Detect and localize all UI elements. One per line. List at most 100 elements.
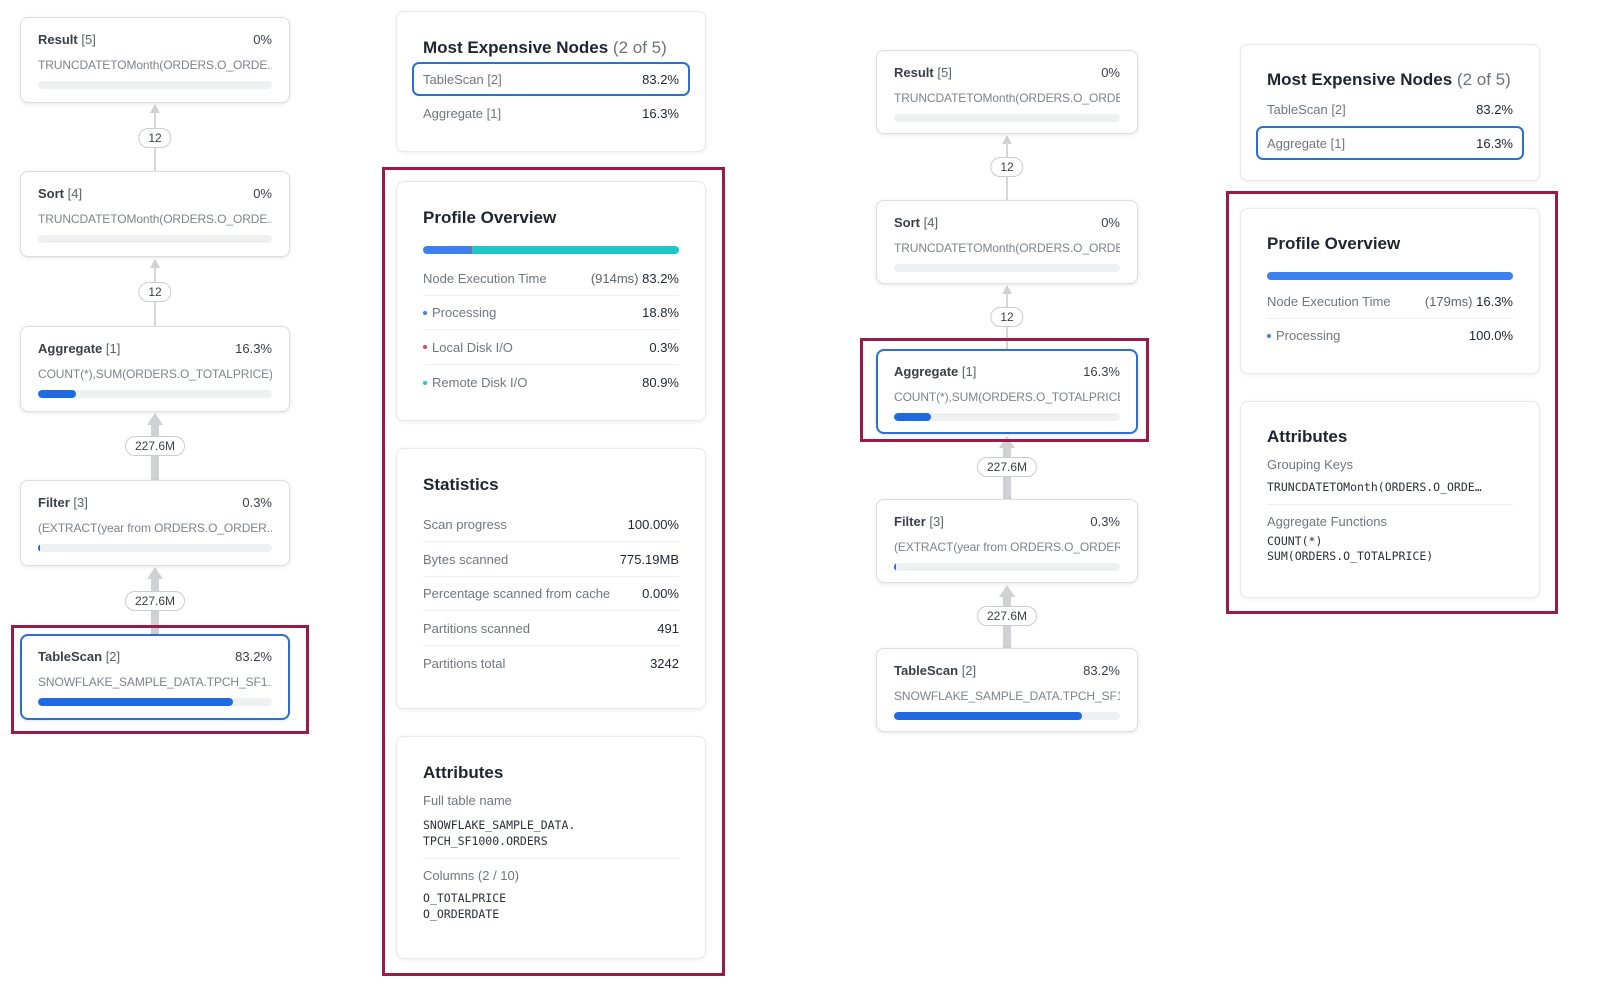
- node-percent: 0%: [1101, 215, 1120, 230]
- edge-row-count: 227.6M: [124, 436, 186, 456]
- node-description: TRUNCDATETOMonth(ORDERS.O_ORDE...: [894, 241, 1120, 255]
- full-table-name-label: Full table name: [423, 793, 512, 808]
- node-index: [5]: [81, 32, 96, 47]
- node-execution-time-row: Node Execution Time (914ms) 83.2%: [423, 262, 679, 296]
- edge-arrow-icon: [147, 567, 163, 579]
- node-progress-bar: [38, 698, 272, 706]
- node-index: [5]: [937, 65, 952, 80]
- node-progress-bar: [38, 235, 272, 243]
- expensive-node-aggregate[interactable]: Aggregate [1] 16.3%: [1256, 126, 1524, 160]
- node-index: [4]: [67, 186, 83, 201]
- stat-row: Partitions total 3242: [423, 656, 679, 671]
- full-table-name-value: SNOWFLAKE_SAMPLE_DATA. TPCH_SF1000.ORDER…: [423, 818, 576, 848]
- divider: [1267, 504, 1513, 505]
- node-name: Aggregate: [894, 364, 959, 379]
- profile-overview-bar: [423, 246, 679, 254]
- node-index: [4]: [923, 215, 939, 230]
- node-progress-bar: [894, 264, 1120, 272]
- edge-row-count: 12: [138, 282, 172, 302]
- card-title: Profile Overview: [1267, 234, 1401, 253]
- local-disk-dot-icon: [423, 345, 427, 350]
- node-description: (EXTRACT(year from ORDERS.O_ORDER...: [38, 521, 272, 535]
- card-title: Attributes: [423, 763, 504, 782]
- aggregate-functions-label: Aggregate Functions: [1267, 514, 1387, 529]
- node-progress-bar: [38, 544, 272, 552]
- node-name: Sort: [894, 215, 920, 230]
- node-description: COUNT(*),SUM(ORDERS.O_TOTALPRICE): [38, 367, 272, 381]
- node-progress-bar: [38, 390, 272, 398]
- plan-node-filter[interactable]: Filter [3] 0.3% (EXTRACT(year from ORDERS…: [20, 480, 290, 566]
- attributes-card: Attributes Grouping Keys TRUNCDATETOMont…: [1240, 401, 1540, 598]
- plan-node-result[interactable]: Result [5] 0% TRUNCDATETOMonth(ORDERS.O_O…: [20, 17, 290, 103]
- processing-row: Processing 18.8%: [423, 296, 679, 330]
- expensive-node-tablescan[interactable]: TableScan [2] 83.2%: [1267, 101, 1513, 117]
- edge-row-count: 12: [990, 157, 1024, 177]
- node-name: Filter: [894, 514, 926, 529]
- remote-disk-dot-icon: [423, 380, 427, 385]
- edge-row-count: 12: [138, 128, 172, 148]
- attributes-card: Attributes Full table name SNOWFLAKE_SAM…: [396, 736, 706, 959]
- node-percent: 0.3%: [242, 495, 272, 510]
- node-name: Sort: [38, 186, 64, 201]
- stat-row: Bytes scanned 775.19MB: [423, 542, 679, 577]
- expensive-node-aggregate[interactable]: Aggregate [1] 16.3%: [423, 105, 679, 121]
- node-percent: 83.2%: [235, 649, 272, 664]
- node-progress-bar: [894, 114, 1120, 122]
- expensive-node-tablescan[interactable]: TableScan [2] 83.2%: [412, 62, 690, 96]
- grouping-keys-label: Grouping Keys: [1267, 457, 1353, 472]
- node-index: [2]: [105, 649, 121, 664]
- node-index: [3]: [929, 514, 944, 529]
- edge-arrow-icon: [1002, 135, 1012, 144]
- card-title: Most Expensive Nodes (2 of 5): [1267, 70, 1511, 89]
- node-name: Result: [38, 32, 78, 47]
- node-name: Result: [894, 65, 934, 80]
- node-index: [1]: [961, 364, 977, 379]
- processing-segment: [1267, 272, 1513, 280]
- plan-node-aggregate[interactable]: Aggregate [1] 16.3% COUNT(*),SUM(ORDERS.O…: [20, 326, 290, 412]
- edge-arrow-icon: [999, 585, 1015, 597]
- plan-node-sort[interactable]: Sort [4] 0% TRUNCDATETOMonth(ORDERS.O_ORD…: [20, 171, 290, 257]
- plan-node-tablescan[interactable]: TableScan [2] 83.2% SNOWFLAKE_SAMPLE_DATA…: [20, 634, 290, 720]
- edge-arrow-icon: [147, 413, 163, 425]
- profile-overview-card: Profile Overview Node Execution Time (914…: [396, 181, 706, 421]
- edge-arrow-icon: [1002, 285, 1012, 294]
- node-progress-bar: [894, 712, 1120, 720]
- plan-node-tablescan[interactable]: TableScan [2] 83.2% SNOWFLAKE_SAMPLE_DATA…: [876, 648, 1138, 732]
- divider: [423, 858, 679, 859]
- node-index: [3]: [73, 495, 88, 510]
- plan-node-sort[interactable]: Sort [4] 0% TRUNCDATETOMonth(ORDERS.O_ORD…: [876, 200, 1138, 284]
- node-name: Filter: [38, 495, 70, 510]
- node-percent: 83.2%: [1083, 663, 1120, 678]
- profile-overview-bar: [1267, 272, 1513, 280]
- node-index: [1]: [105, 341, 121, 356]
- node-progress-bar: [894, 563, 1120, 571]
- card-title: Profile Overview: [423, 208, 557, 227]
- local-disk-segment: [471, 246, 472, 254]
- card-title: Statistics: [423, 475, 499, 494]
- node-index: [2]: [961, 663, 977, 678]
- node-name: Aggregate: [38, 341, 103, 356]
- node-name: TableScan: [38, 649, 103, 664]
- node-percent: 0%: [253, 186, 272, 201]
- card-title: Attributes: [1267, 427, 1348, 446]
- edge-row-count: 227.6M: [124, 591, 186, 611]
- most-expensive-nodes-card: Most Expensive Nodes (2 of 5) TableScan …: [396, 11, 706, 152]
- aggregate-functions-value: COUNT(*) SUM(ORDERS.O_TOTALPRICE): [1267, 534, 1434, 563]
- edge-arrow-icon: [150, 259, 160, 268]
- node-description: TRUNCDATETOMonth(ORDERS.O_ORDE...: [894, 91, 1120, 105]
- processing-row: Processing 100.0%: [1267, 319, 1513, 352]
- card-title: Most Expensive Nodes (2 of 5): [423, 38, 667, 57]
- node-description: COUNT(*),SUM(ORDERS.O_TOTALPRICE): [894, 390, 1120, 404]
- edge-row-count: 12: [990, 307, 1024, 327]
- plan-node-filter[interactable]: Filter [3] 0.3% (EXTRACT(year from ORDERS…: [876, 499, 1138, 583]
- plan-node-result[interactable]: Result [5] 0% TRUNCDATETOMonth(ORDERS.O_O…: [876, 50, 1138, 134]
- node-progress-bar: [38, 81, 272, 89]
- grouping-keys-value: TRUNCDATETOMonth(ORDERS.O_ORDE…: [1267, 480, 1482, 494]
- plan-node-aggregate[interactable]: Aggregate [1] 16.3% COUNT(*),SUM(ORDERS.O…: [876, 349, 1138, 434]
- most-expensive-nodes-card: Most Expensive Nodes (2 of 5) TableScan …: [1240, 44, 1540, 181]
- node-execution-time-row: Node Execution Time (179ms) 16.3%: [1267, 285, 1513, 319]
- local-disk-io-row: Local Disk I/O 0.3%: [423, 330, 679, 365]
- node-description: TRUNCDATETOMonth(ORDERS.O_ORDE...: [38, 212, 272, 226]
- stat-row: Percentage scanned from cache 0.00%: [423, 577, 679, 611]
- node-percent: 16.3%: [1083, 364, 1120, 379]
